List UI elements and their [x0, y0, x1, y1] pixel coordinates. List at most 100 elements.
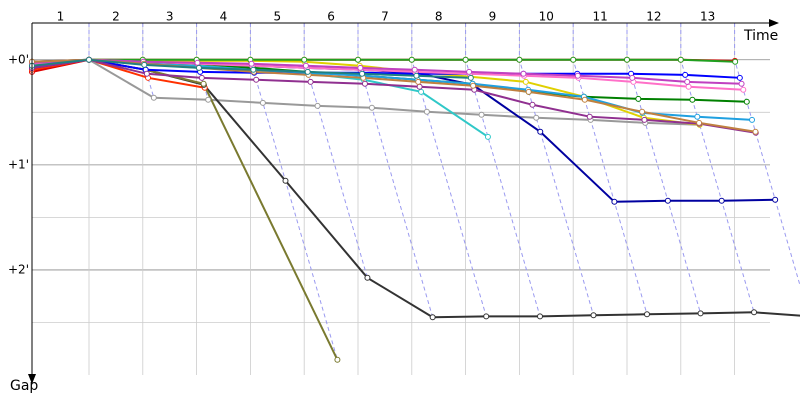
point	[334, 356, 341, 363]
series-line	[31, 58, 800, 319]
point	[466, 68, 473, 75]
point	[416, 83, 423, 90]
x-axis-label: Time	[743, 28, 778, 44]
y-tick-label: +1'	[8, 157, 29, 171]
point	[522, 78, 529, 85]
point	[629, 74, 636, 81]
point	[198, 74, 205, 81]
point	[520, 70, 527, 77]
x-tick-label: 7	[381, 10, 389, 24]
point	[250, 66, 257, 73]
point	[664, 197, 671, 204]
point	[195, 64, 202, 71]
point	[752, 128, 759, 135]
point	[635, 95, 642, 102]
point	[537, 128, 544, 135]
point	[743, 98, 750, 105]
point	[194, 59, 201, 66]
lap-line	[465, 23, 541, 317]
point	[751, 309, 758, 316]
x-tick-label: 9	[489, 10, 497, 24]
lap-line	[518, 23, 594, 316]
point	[694, 113, 701, 120]
point	[684, 78, 691, 85]
point	[304, 68, 311, 75]
point	[302, 62, 309, 69]
point	[624, 56, 630, 63]
x-tick-label: 6	[327, 10, 335, 24]
point	[143, 70, 150, 77]
x-tick-label: 8	[435, 10, 443, 24]
point	[641, 116, 648, 123]
point	[411, 66, 418, 73]
series-lines	[31, 58, 800, 361]
point	[141, 61, 148, 68]
x-tick-label: 2	[112, 10, 120, 24]
point	[462, 56, 469, 63]
lap-line	[680, 23, 755, 313]
point	[408, 56, 415, 63]
point	[483, 313, 490, 320]
point	[574, 72, 581, 79]
point	[301, 56, 308, 63]
point	[749, 116, 756, 123]
y-tick-label: +0'	[8, 52, 29, 66]
point	[359, 70, 366, 77]
series-line	[31, 58, 736, 66]
point	[736, 74, 743, 81]
point	[248, 60, 255, 67]
point	[738, 80, 745, 87]
point	[533, 114, 540, 121]
point	[772, 196, 779, 203]
point	[529, 101, 536, 108]
series-line	[31, 58, 756, 134]
point	[570, 56, 577, 63]
point	[355, 56, 361, 63]
point	[697, 310, 704, 317]
point	[253, 76, 260, 83]
point	[361, 80, 368, 87]
point	[86, 56, 92, 63]
series-line	[31, 58, 742, 85]
point	[418, 88, 425, 95]
x-tick-label: 3	[166, 10, 174, 24]
point	[205, 96, 212, 103]
point	[689, 96, 696, 103]
point	[581, 96, 588, 103]
lap-line	[734, 23, 800, 288]
point	[364, 274, 371, 281]
point	[484, 133, 491, 140]
point	[478, 111, 485, 118]
series-line	[31, 58, 740, 79]
point	[611, 198, 618, 205]
point	[429, 314, 436, 321]
point	[423, 108, 430, 115]
series-line	[31, 58, 747, 103]
point	[732, 58, 739, 65]
point	[307, 78, 314, 85]
point	[525, 88, 532, 95]
y-tick-label: +2'	[8, 262, 29, 276]
x-tick-label: 1	[57, 10, 65, 24]
point	[357, 64, 364, 71]
point	[677, 56, 684, 63]
lap-line	[572, 23, 648, 315]
point	[590, 312, 597, 319]
x-tick-label: 4	[220, 10, 228, 24]
point	[467, 74, 474, 81]
point	[740, 86, 747, 93]
series-markers	[29, 56, 779, 363]
x-tick-label: 12	[646, 10, 661, 24]
point	[200, 80, 207, 87]
point	[470, 82, 477, 89]
point	[643, 311, 650, 318]
x-tick-label: 5	[273, 10, 281, 24]
point	[314, 102, 321, 109]
point	[586, 113, 593, 120]
x-tick-label: 10	[539, 10, 554, 24]
point	[413, 72, 420, 79]
point	[696, 119, 703, 126]
x-tick-label: 13	[700, 10, 715, 24]
point	[639, 108, 646, 115]
